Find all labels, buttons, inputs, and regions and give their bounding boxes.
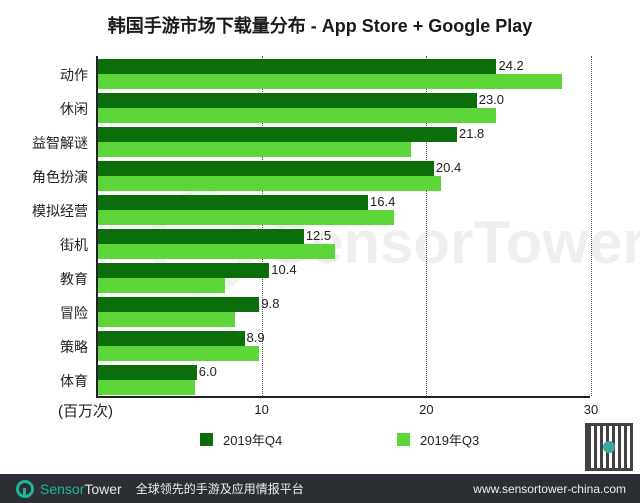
bar-q4 bbox=[98, 195, 369, 210]
bar-q4 bbox=[98, 229, 304, 244]
category-label: 休闲 bbox=[60, 101, 88, 117]
legend-swatch-q3 bbox=[397, 433, 410, 446]
legend-label-q3: 2019年Q3 bbox=[420, 433, 480, 448]
value-label: 6.0 bbox=[198, 364, 217, 379]
bar-q3 bbox=[98, 74, 563, 89]
bar-q4 bbox=[98, 365, 197, 380]
category-label: 街机 bbox=[60, 237, 88, 253]
category-label: 体育 bbox=[60, 373, 88, 389]
bar-q3 bbox=[98, 278, 225, 293]
footer-brand: Sensor Tower 全球领先的手游及应用情报平台 bbox=[16, 479, 304, 498]
qr-center-logo-icon bbox=[603, 441, 615, 453]
bar-q4 bbox=[98, 297, 260, 312]
value-label: 12.5 bbox=[305, 228, 332, 243]
gridline bbox=[426, 56, 428, 396]
legend-item-q4: 2019年Q4 bbox=[200, 430, 282, 449]
value-label: 16.4 bbox=[370, 194, 396, 209]
bar-q3 bbox=[98, 244, 336, 259]
gridline bbox=[261, 56, 263, 396]
brand-tower: Tower bbox=[84, 480, 122, 497]
bar-q3 bbox=[98, 380, 196, 395]
legend-label-q4: 2019年Q4 bbox=[223, 433, 283, 448]
bar-q4 bbox=[98, 161, 434, 176]
bar-q4 bbox=[98, 59, 497, 74]
category-label: 策略 bbox=[60, 339, 88, 355]
footer-slogan: 全球领先的手游及应用情报平台 bbox=[135, 482, 304, 496]
bar-q4 bbox=[98, 127, 457, 142]
value-label: 24.2 bbox=[498, 58, 524, 73]
category-label: 动作 bbox=[60, 67, 88, 83]
x-tick-label: 10 bbox=[254, 402, 269, 417]
category-label: 冒险 bbox=[60, 305, 88, 321]
gridline bbox=[591, 56, 592, 396]
bar-q3 bbox=[98, 176, 441, 191]
x-tick-label: 30 bbox=[583, 402, 599, 417]
legend-swatch-q4 bbox=[200, 433, 213, 446]
category-label: 角色扮演 bbox=[32, 169, 88, 185]
bar-q4 bbox=[98, 93, 477, 108]
value-label: 20.4 bbox=[435, 160, 462, 175]
x-tick-label: 20 bbox=[419, 402, 434, 417]
sensortower-logo-icon bbox=[16, 479, 34, 498]
footer-url[interactable]: www.sensortower-china.com bbox=[473, 481, 626, 496]
qr-code-icon bbox=[585, 423, 633, 471]
legend-item-q3: 2019年Q3 bbox=[397, 430, 479, 449]
bar-q3 bbox=[98, 210, 395, 225]
x-axis-unit-label: (百万次) bbox=[58, 403, 113, 420]
bar-q4 bbox=[98, 331, 245, 346]
chart-title: 韩国手游市场下载量分布 - App Store + Google Play bbox=[107, 16, 533, 36]
category-label: 益智解谜 bbox=[32, 135, 88, 151]
category-label: 教育 bbox=[60, 271, 88, 287]
value-label: 23.0 bbox=[478, 92, 505, 107]
bar-q3 bbox=[98, 108, 497, 123]
value-label: 10.4 bbox=[271, 262, 297, 277]
y-axis-line bbox=[96, 56, 98, 397]
value-label: 9.8 bbox=[261, 296, 280, 311]
x-axis-line bbox=[96, 396, 590, 398]
category-label: 模拟经营 bbox=[32, 203, 88, 219]
value-label: 8.9 bbox=[246, 330, 265, 345]
bar-q3 bbox=[98, 346, 260, 361]
bar-q3 bbox=[98, 312, 235, 327]
brand-sensor: Sensor bbox=[40, 480, 85, 497]
bar-q4 bbox=[98, 263, 270, 278]
bar-q3 bbox=[98, 142, 411, 157]
footer-bar: Sensor Tower 全球领先的手游及应用情报平台 www.sensortow… bbox=[0, 474, 640, 503]
value-label: 21.8 bbox=[458, 126, 485, 141]
